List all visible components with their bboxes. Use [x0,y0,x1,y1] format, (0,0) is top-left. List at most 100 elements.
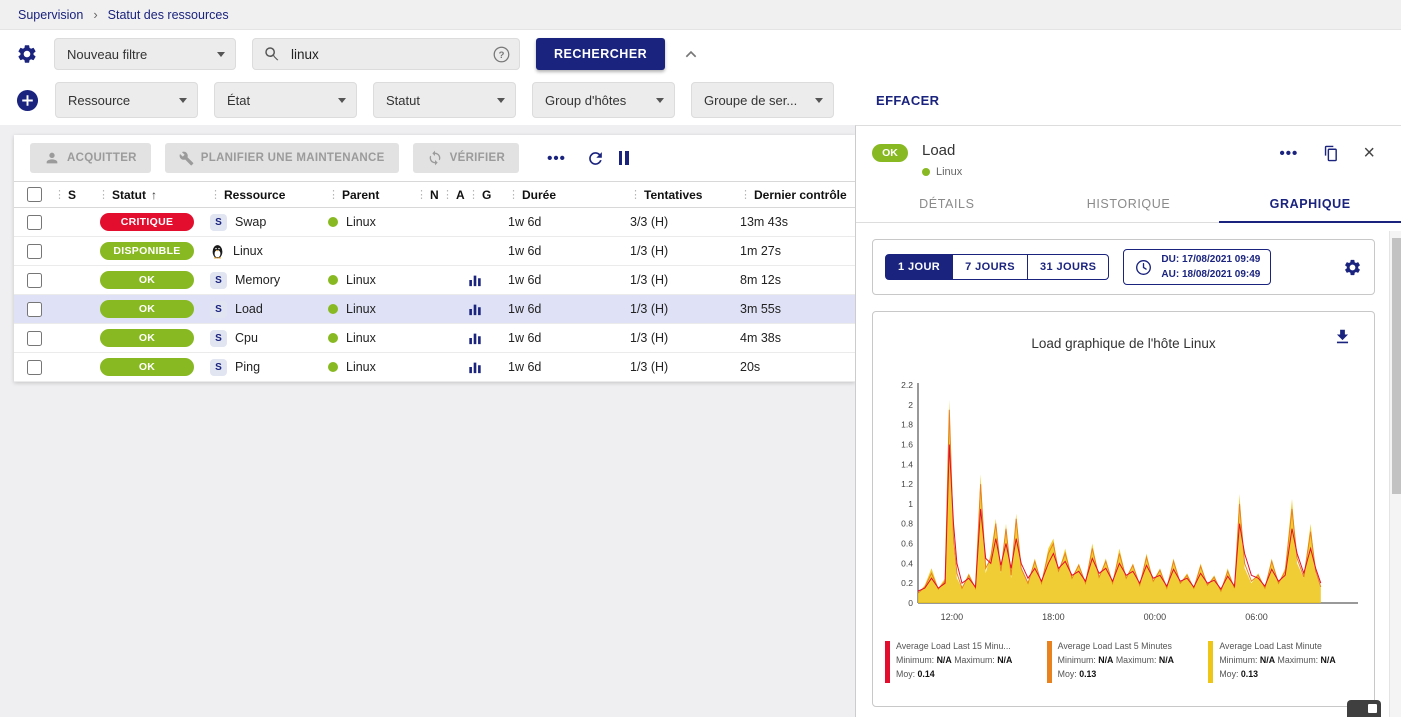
close-panel-icon[interactable]: × [1357,142,1381,164]
legend-item[interactable]: Average Load Last 5 Minutes Minimum: N/A … [1046,639,1201,683]
saved-filter-select[interactable]: Nouveau filtre [54,38,236,70]
tries-cell: 1/3 (H) [630,273,669,287]
drag-handle-icon: ⋮ [630,189,641,201]
detail-status-badge: OK [872,144,908,162]
col-header-ack[interactable]: ⋮ A [442,188,468,202]
row-checkbox[interactable] [27,272,42,288]
check-button[interactable]: VÉRIFIER [412,143,520,173]
graph-icon[interactable] [468,360,482,374]
col-header-parent[interactable]: ⋮ Parent [328,188,416,202]
col-header-last-check[interactable]: ⋮ Dernier contrôle [740,188,855,202]
chevron-down-icon [179,97,187,103]
row-checkbox[interactable] [27,301,42,317]
table-body: CRITIQUE S Swap Linux 1w 6d 3/3 (H) 13m … [14,208,855,382]
legend-item[interactable]: Average Load Last 15 Minu... Minimum: N/A… [885,639,1039,683]
parent-name[interactable]: Linux [346,273,376,287]
resource-name[interactable]: Swap [235,215,267,229]
row-checkbox[interactable] [27,214,42,230]
range-31-days-button[interactable]: 31 JOURS [1027,254,1110,280]
graph-icon[interactable] [468,273,482,287]
more-actions-icon[interactable]: ••• [541,149,572,168]
service-icon: S [210,300,227,318]
last-check-cell: 1m 27s [740,244,781,258]
saved-filter-value: Nouveau filtre [67,46,148,62]
scrollbar-thumb[interactable] [1391,238,1401,494]
svg-text:1.8: 1.8 [901,420,913,430]
parent-name[interactable]: Linux [346,302,376,316]
tries-cell: 1/3 (H) [630,360,669,374]
last-check-cell: 4m 38s [740,331,781,345]
breadcrumb-item-supervision[interactable]: Supervision [18,7,84,22]
download-graph-icon[interactable] [1327,326,1358,350]
range-7-days-button[interactable]: 7 JOURS [952,254,1029,280]
col-header-severity[interactable]: ⋮ S [54,188,98,202]
parent-name[interactable]: Linux [346,215,376,229]
svg-text:1: 1 [908,499,913,509]
clear-filters-button[interactable]: EFFACER [870,92,945,109]
row-checkbox[interactable] [27,330,42,346]
status-badge: OK [100,358,194,376]
col-header-tries[interactable]: ⋮ Tentatives [630,188,740,202]
range-1-day-button[interactable]: 1 JOUR [885,254,954,280]
drag-handle-icon: ⋮ [54,189,65,201]
table-row[interactable]: OK S Memory Linux 1w 6d 1/3 (H) 8m 12s [14,266,855,295]
search-box[interactable]: ? [252,38,520,70]
load-chart: 0 0.2 0.4 0.6 0.8 1 1.2 1.4 1.6 1.8 2 2.2 12:00 18:00… [901,380,1358,622]
criteria-select-hostgroup[interactable]: Group d'hôtes [532,82,675,118]
criteria-select-status[interactable]: Statut [373,82,516,118]
detail-more-actions-icon[interactable]: ••• [1274,144,1305,163]
resource-name[interactable]: Ping [235,360,261,374]
duration-cell: 1w 6d [508,244,542,258]
select-all-checkbox[interactable] [27,187,42,202]
filter-settings-gear-icon[interactable] [16,43,38,65]
acknowledge-button[interactable]: ACQUITTER [30,143,151,173]
row-checkbox[interactable] [27,359,42,375]
tab-graph[interactable]: GRAPHIQUE [1219,186,1401,223]
tab-history[interactable]: HISTORIQUE [1086,197,1171,211]
resource-name[interactable]: Memory [235,273,281,287]
col-header-resource[interactable]: ⋮ Ressource [210,188,328,202]
panel-scrollbar[interactable] [1389,231,1401,717]
col-header-notifications[interactable]: ⋮ N [416,188,442,202]
breadcrumb-item-resource-status[interactable]: Statut des ressources [107,7,229,22]
table-row[interactable]: OK S Ping Linux 1w 6d 1/3 (H) 20s [14,353,855,382]
row-checkbox[interactable] [27,243,42,259]
time-range-card: 1 JOUR 7 JOURS 31 JOURS DU: 17/08/2021 0… [872,239,1375,295]
table-row[interactable]: OK S Cpu Linux 1w 6d 1/3 (H) 4m 38s [14,324,855,353]
collapse-filters-chevron-up-icon[interactable] [681,44,701,64]
criteria-select-state[interactable]: État [214,82,357,118]
criteria-select-servicegroup[interactable]: Groupe de ser... [691,82,834,118]
resource-name[interactable]: Cpu [235,331,258,345]
search-input[interactable] [289,45,484,63]
col-header-graph[interactable]: ⋮ G [468,188,508,202]
tab-details[interactable]: DÉTAILS [919,197,975,211]
parent-name[interactable]: Linux [346,331,376,345]
criteria-label: Group d'hôtes [545,92,627,108]
criteria-select-resource[interactable]: Ressource [55,82,198,118]
status-badge: OK [100,271,194,289]
maintenance-button[interactable]: PLANIFIER UNE MAINTENANCE [164,143,399,173]
help-icon[interactable]: ? [492,45,511,64]
col-header-status[interactable]: ⋮ Statut ↑ [98,188,210,202]
table-row[interactable]: DISPONIBLE Linux 1w 6d 1/3 (H) 1m 27s [14,237,855,266]
detail-subtitle[interactable]: Linux [936,166,963,178]
clock-icon [1134,258,1153,277]
parent-name[interactable]: Linux [346,360,376,374]
col-header-duration[interactable]: ⋮ Durée [508,188,630,202]
add-criteria-button[interactable] [16,89,39,112]
graph-icon[interactable] [468,331,482,345]
resource-name[interactable]: Linux [233,244,263,258]
overlay-widget[interactable] [1347,700,1381,717]
graph-icon[interactable] [468,302,482,316]
copy-link-icon[interactable] [1322,145,1339,162]
pause-autorefresh-icon[interactable] [618,151,629,165]
table-row[interactable]: OK S Load Linux 1w 6d 1/3 (H) 3m 55s [14,295,855,324]
legend-item[interactable]: Average Load Last Minute Minimum: N/A Max… [1208,639,1362,683]
resource-name[interactable]: Load [235,302,263,316]
graph-settings-gear-icon[interactable] [1343,258,1362,277]
duration-cell: 1w 6d [508,360,542,374]
date-range-picker[interactable]: DU: 17/08/2021 09:49 AU: 18/08/2021 09:4… [1123,249,1272,285]
table-row[interactable]: CRITIQUE S Swap Linux 1w 6d 3/3 (H) 13m … [14,208,855,237]
refresh-icon[interactable] [586,149,605,168]
search-button[interactable]: RECHERCHER [536,38,666,70]
